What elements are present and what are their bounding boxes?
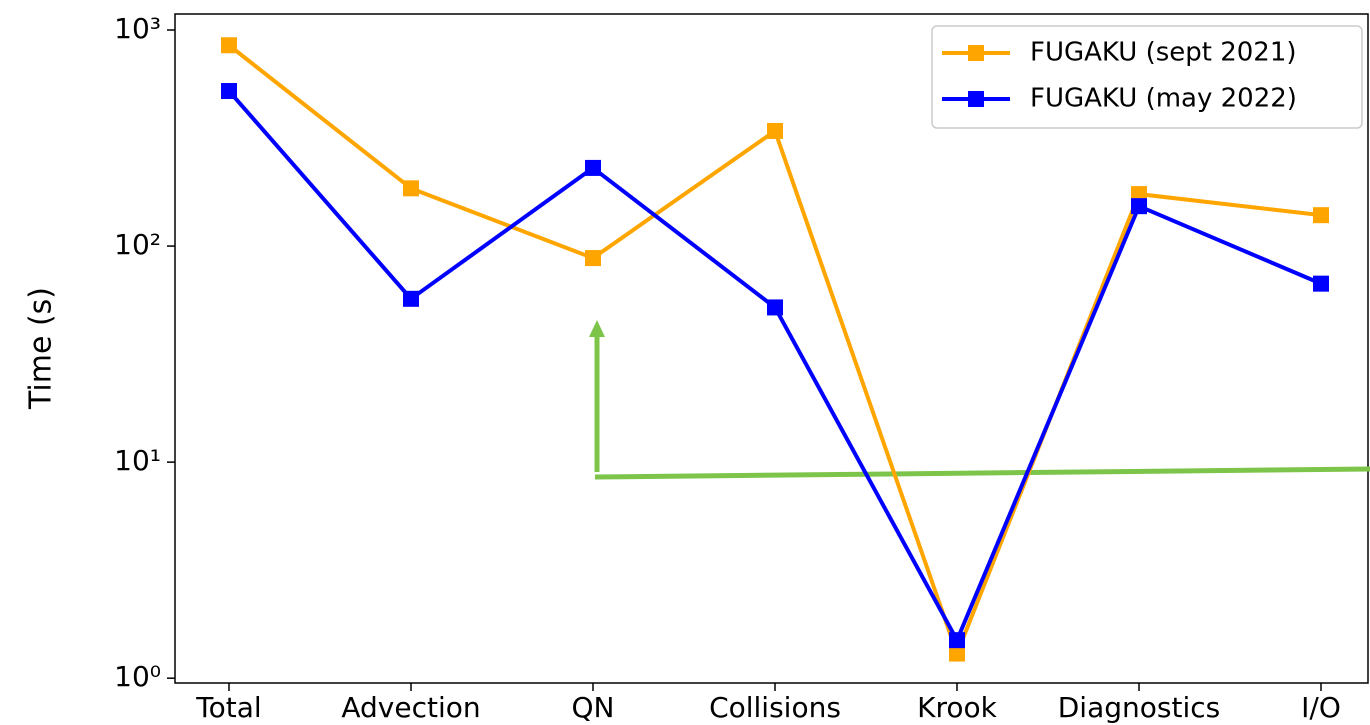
marker xyxy=(767,122,783,139)
y-tick-label: 10⁰ xyxy=(114,660,161,693)
x-tick-label: Advection xyxy=(341,691,480,724)
marker xyxy=(949,632,965,649)
marker xyxy=(221,37,237,54)
x-tick-label: Krook xyxy=(917,691,998,724)
x-tick-label: Total xyxy=(195,691,261,724)
marker xyxy=(1131,186,1147,203)
x-tick-label: Diagnostics xyxy=(1058,691,1220,724)
marker xyxy=(949,645,965,662)
y-tick-label: 10² xyxy=(114,228,161,261)
legend-marker xyxy=(968,91,984,107)
marker xyxy=(221,83,237,100)
marker xyxy=(767,299,783,316)
marker xyxy=(1313,275,1329,292)
marker xyxy=(403,290,419,307)
plot-frame xyxy=(174,13,1369,684)
marker xyxy=(1313,207,1329,224)
marker xyxy=(585,159,601,176)
marker xyxy=(403,180,419,197)
x-tick-label: QN xyxy=(572,691,615,724)
legend-marker xyxy=(968,45,984,61)
y-axis-label: Time (s) xyxy=(24,287,59,410)
marker xyxy=(1131,198,1147,215)
y-tick-label: 10¹ xyxy=(114,444,161,477)
legend: FUGAKU (sept 2021) FUGAKU (may 2022) xyxy=(931,25,1363,129)
marker xyxy=(585,250,601,267)
annotation-arrow xyxy=(589,320,1370,480)
legend-label: FUGAKU (may 2022) xyxy=(1030,84,1297,114)
legend-box xyxy=(931,25,1363,129)
legend-label: FUGAKU (sept 2021) xyxy=(1030,38,1297,68)
x-tick-label: I/O xyxy=(1301,691,1341,724)
x-tick-label: Collisions xyxy=(709,691,841,724)
y-tick-label: 10³ xyxy=(114,12,161,45)
